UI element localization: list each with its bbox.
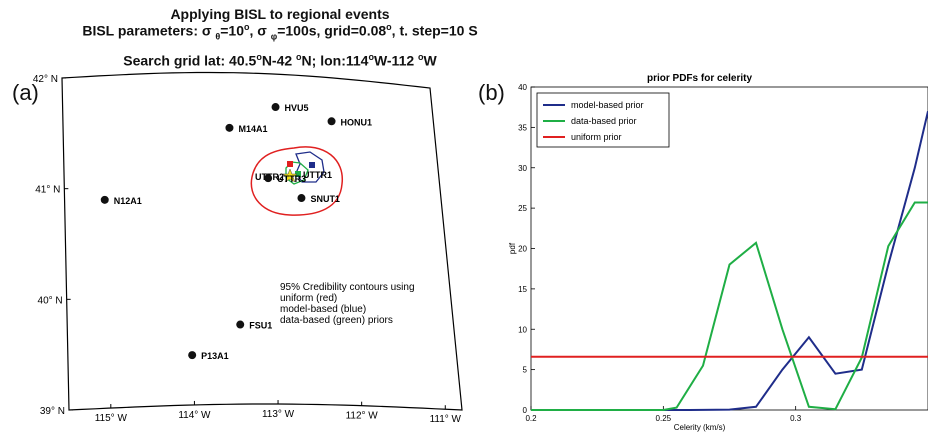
map-frame — [61, 71, 463, 411]
x-tick-label: 0.3 — [790, 414, 802, 423]
station-label: SNUT1 — [310, 194, 340, 204]
station-label: UTTR1 — [303, 170, 332, 180]
y-tick-label: 30 — [518, 164, 527, 173]
x-tick-label: 0.2 — [525, 414, 537, 423]
legend-entry: model-based prior — [571, 100, 644, 110]
station-marker — [225, 123, 234, 132]
lat-tick-label: 40° N — [38, 295, 63, 306]
station-marker — [100, 195, 109, 204]
model-based-best-marker — [309, 162, 315, 168]
station-marker — [264, 174, 273, 183]
panel-a-label: (a) — [12, 80, 39, 105]
station-label: FSU1 — [249, 321, 272, 331]
station-label: UTTR3 — [277, 174, 306, 184]
search-grid-line: Search grid lat: 40.5oN-42 oN; lon:114oW… — [123, 52, 437, 69]
chart-title: prior PDFs for celerity — [647, 73, 752, 84]
series-line-model-based-prior — [531, 110, 928, 411]
event-star-icon — [282, 168, 298, 183]
station-label: P13A1 — [201, 351, 229, 361]
station-label: HONU1 — [341, 117, 373, 127]
lon-tick-label: 113° W — [262, 409, 295, 420]
map-legend-line: model-based (blue) — [280, 304, 366, 315]
legend-entry: data-based prior — [571, 116, 637, 126]
y-axis-label: pdf — [508, 242, 517, 254]
station-marker — [297, 194, 306, 203]
map-legend-line: uniform (red) — [280, 293, 337, 304]
uniform-best-marker — [287, 161, 293, 167]
lat-tick-label: 42° N — [33, 74, 58, 85]
y-tick-label: 0 — [523, 406, 528, 415]
y-tick-label: 15 — [518, 285, 527, 294]
y-tick-label: 25 — [518, 204, 527, 213]
station-marker — [188, 351, 197, 360]
y-tick-label: 35 — [518, 123, 527, 132]
data-based-best-marker — [295, 171, 301, 177]
uniform-contour — [250, 146, 343, 216]
y-tick-label: 5 — [523, 366, 528, 375]
series-line-data-based-prior — [531, 201, 928, 411]
lon-tick-label: 111° W — [430, 414, 462, 425]
panel-b-label: (b) — [478, 80, 505, 105]
lon-tick-label: 112° W — [346, 411, 379, 422]
legend-entry: uniform prior — [571, 132, 622, 142]
y-tick-label: 10 — [518, 325, 527, 334]
station-marker — [327, 117, 336, 126]
station-marker — [271, 103, 280, 112]
y-tick-label: 40 — [518, 83, 527, 92]
map-legend-line: data-based (green) priors — [280, 315, 393, 326]
y-tick-label: 20 — [518, 245, 527, 254]
lon-tick-label: 115° W — [95, 413, 128, 424]
lat-tick-label: 41° N — [35, 185, 60, 196]
station-label: N12A1 — [114, 196, 142, 206]
station-marker — [236, 320, 245, 329]
x-tick-label: 0.25 — [656, 414, 672, 423]
figure-title: Applying BISL to regional events — [170, 6, 390, 22]
lon-tick-label: 114° W — [178, 410, 211, 421]
model-based-contour — [295, 151, 325, 183]
map-legend-line: 95% Credibility contours using — [280, 282, 415, 293]
station-label: M14A1 — [238, 124, 267, 134]
figure-parameters: BISL parameters: σ θ=10o, σ φ=100s, grid… — [82, 22, 478, 42]
station-label: HVU5 — [285, 103, 309, 113]
x-axis-label: Celerity (km/s) — [674, 423, 726, 432]
lat-tick-label: 39° N — [40, 406, 65, 417]
